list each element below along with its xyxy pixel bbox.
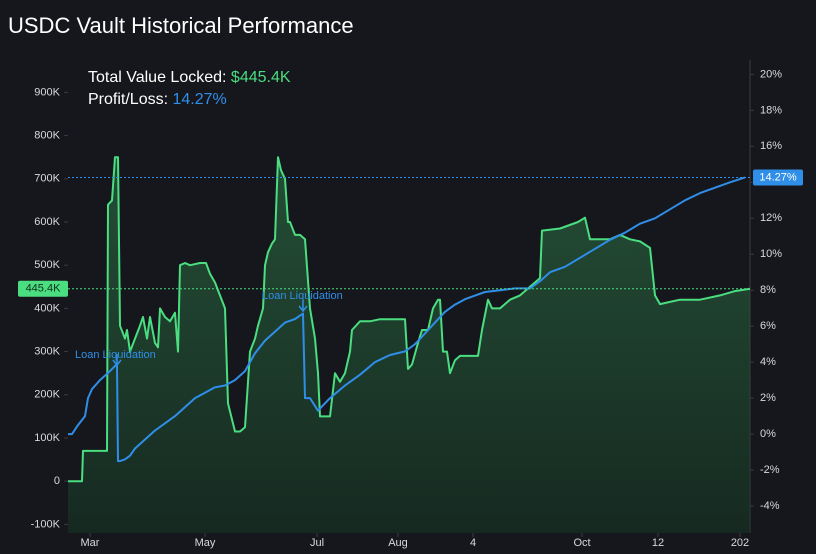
y2-tick-label: 8% — [760, 284, 776, 296]
y-tick-label: -100K — [31, 518, 61, 530]
pl-badge — [753, 169, 803, 186]
y-tick-label: 100K — [34, 432, 60, 444]
tvl-value: $445.4K — [231, 69, 291, 86]
y2-tick-label: 0% — [760, 428, 776, 440]
y2-tick-label: 20% — [760, 68, 782, 80]
y2-tick-label: 16% — [760, 140, 782, 152]
y2-tick-label: 6% — [760, 320, 776, 332]
pl-badge-label: 14.27% — [759, 171, 797, 183]
y2-tick-label: 18% — [760, 104, 782, 116]
y-tick-label: 400K — [34, 302, 60, 314]
annotation-arrow — [112, 354, 122, 367]
y-tick-label: 600K — [34, 216, 60, 228]
y-tick-label: 700K — [34, 173, 60, 185]
pl-label: Profit/Loss: — [88, 91, 168, 108]
x-tick-label: Mar — [81, 537, 100, 549]
y-tick-label: 900K — [34, 86, 60, 98]
tvl-legend: Total Value Locked: $445.4K — [88, 69, 291, 86]
tvl-badge — [18, 280, 68, 297]
annotation-arrow — [298, 300, 308, 313]
tvl-area — [68, 157, 750, 533]
y2-tick-label: -4% — [760, 500, 780, 512]
y-tick-label: 200K — [34, 389, 60, 401]
tvl-label: Total Value Locked: — [88, 69, 226, 86]
chart-title: USDC Vault Historical Performance — [8, 13, 354, 38]
y2-tick-label: 2% — [760, 392, 776, 404]
y2-tick-label: 4% — [760, 356, 776, 368]
annotation: Loan Liquidation — [262, 290, 343, 302]
y-tick-label: 500K — [34, 259, 60, 271]
annotation: Loan Liquidation — [75, 349, 156, 361]
plot: -100K 0 100K 200K 300K 400K 500K 600K 700K 800K 90… — [18, 68, 803, 549]
pl-legend: Profit/Loss: 14.27% — [88, 91, 227, 108]
x-tick-label: Jul — [310, 537, 324, 549]
x-tick-label: 202 — [731, 537, 749, 549]
y2-tick-label: 12% — [760, 212, 782, 224]
y-tick-label: 800K — [34, 129, 60, 141]
y2-tick-label: 10% — [760, 248, 782, 260]
y2-tick-label: -2% — [760, 464, 780, 476]
tvl-badge-label: 445.4K — [26, 283, 62, 295]
x-tick-label: Aug — [388, 537, 408, 549]
x-tick-label: May — [195, 537, 216, 549]
series-line — [68, 156, 751, 483]
x-tick-label: Oct — [573, 537, 590, 549]
pl-value: 14.27% — [172, 91, 226, 108]
x-tick-label: 4 — [470, 537, 476, 549]
y-tick-label: 0 — [54, 475, 60, 487]
x-tick-label: 12 — [652, 537, 664, 549]
y-tick-label: 300K — [34, 345, 60, 357]
series-line — [68, 176, 746, 463]
